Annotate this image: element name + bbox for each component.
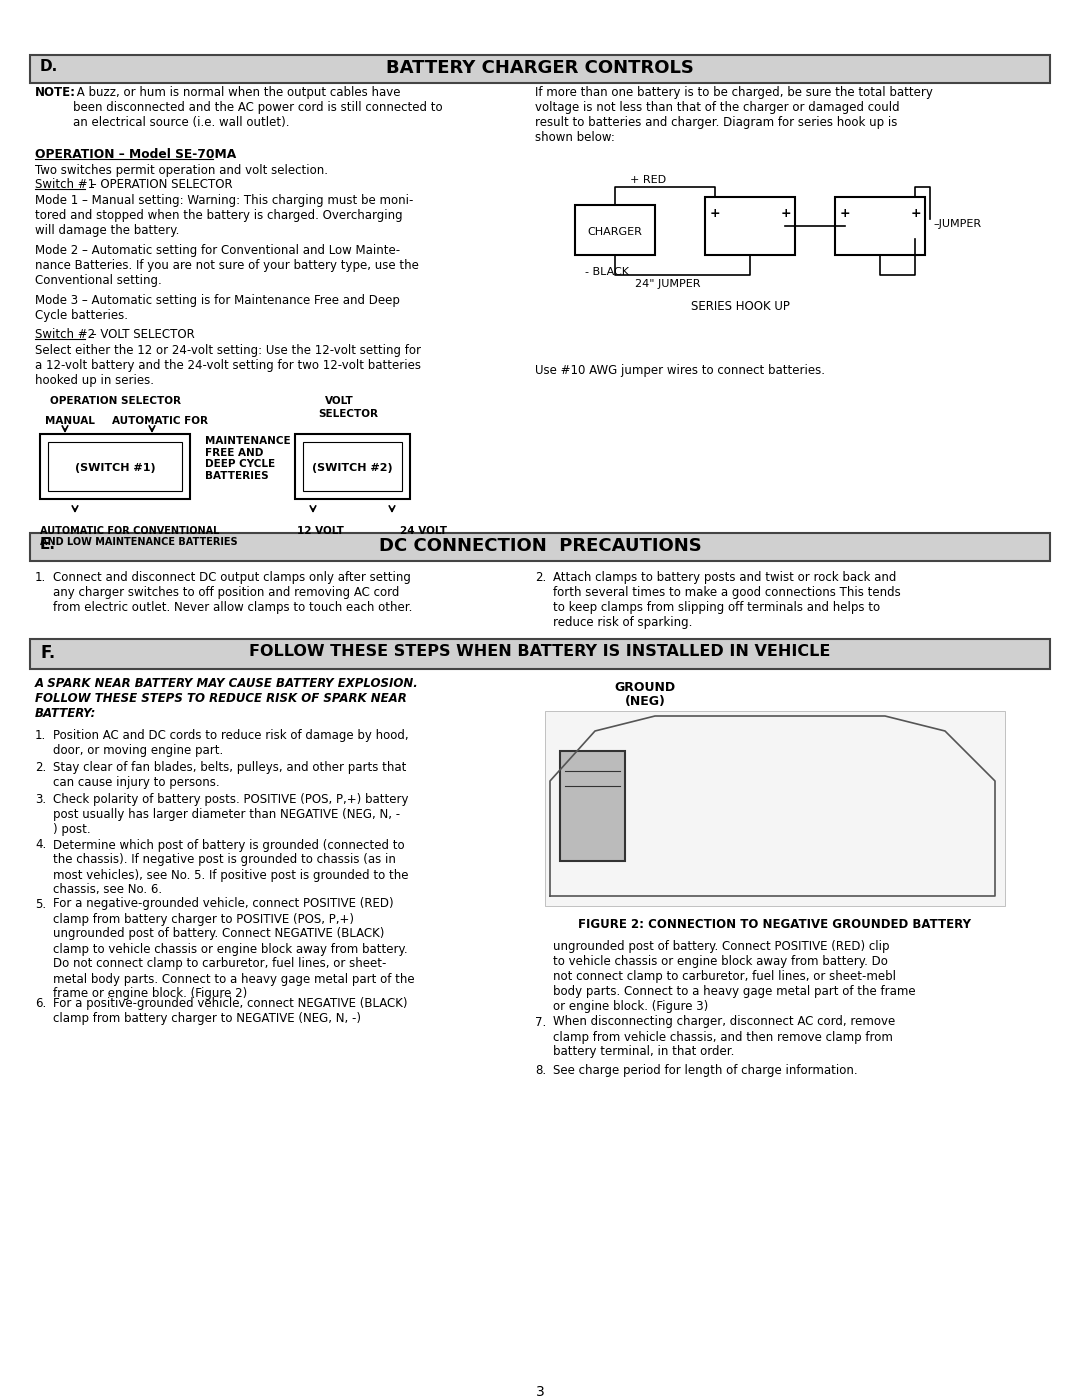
Bar	[30, 534, 1050, 562]
Bar	[48, 441, 183, 490]
Bar	[30, 54, 1050, 82]
Text: When disconnecting charger, disconnect AC cord, remove
clamp from vehicle chassi: When disconnecting charger, disconnect A…	[553, 1016, 895, 1059]
Text: For a positive-grounded vehicle, connect NEGATIVE (BLACK)
clamp from battery cha: For a positive-grounded vehicle, connect…	[53, 997, 407, 1025]
Text: NOTE:: NOTE:	[35, 87, 76, 99]
Text: 3: 3	[536, 1384, 544, 1397]
Text: – VOLT SELECTOR: – VOLT SELECTOR	[87, 328, 194, 341]
Text: 4.: 4.	[35, 838, 46, 852]
Text: 3.: 3.	[35, 793, 46, 806]
Text: A buzz, or hum is normal when the output cables have
been disconnected and the A: A buzz, or hum is normal when the output…	[73, 87, 443, 129]
Text: Position AC and DC cords to reduce risk of damage by hood,
door, or moving engin: Position AC and DC cords to reduce risk …	[53, 729, 408, 757]
Text: OPERATION – Model SE-70MA: OPERATION – Model SE-70MA	[35, 148, 237, 161]
Text: 1.: 1.	[35, 729, 46, 742]
Text: Stay clear of fan blades, belts, pulleys, and other parts that
can cause injury : Stay clear of fan blades, belts, pulleys…	[53, 761, 406, 789]
Text: Mode 1 – Manual setting: Warning: This charging must be moni-
tored and stopped : Mode 1 – Manual setting: Warning: This c…	[35, 194, 414, 237]
Text: 12 VOLT: 12 VOLT	[297, 527, 343, 536]
Text: +: +	[840, 207, 851, 219]
Bar	[561, 752, 625, 861]
Text: If more than one battery is to be charged, be sure the total battery
voltage is : If more than one battery is to be charge…	[535, 87, 933, 144]
Text: FOLLOW THESE STEPS WHEN BATTERY IS INSTALLED IN VEHICLE: FOLLOW THESE STEPS WHEN BATTERY IS INSTA…	[249, 644, 831, 659]
Text: 1.: 1.	[35, 571, 46, 584]
Text: Mode 2 – Automatic setting for Conventional and Low Mainte-
nance Batteries. If : Mode 2 – Automatic setting for Conventio…	[35, 244, 419, 286]
Text: (SWITCH #1): (SWITCH #1)	[75, 462, 156, 474]
Bar	[295, 434, 410, 499]
Text: Two switches permit operation and volt selection.: Two switches permit operation and volt s…	[35, 163, 328, 177]
Text: Mode 3 – Automatic setting is for Maintenance Free and Deep
Cycle batteries.: Mode 3 – Automatic setting is for Mainte…	[35, 293, 400, 321]
Text: GROUND: GROUND	[615, 680, 676, 694]
Text: ungrounded post of battery. Connect POSITIVE (RED) clip
to vehicle chassis or en: ungrounded post of battery. Connect POSI…	[553, 940, 916, 1013]
Text: 8.: 8.	[535, 1065, 546, 1077]
Text: DC CONNECTION  PRECAUTIONS: DC CONNECTION PRECAUTIONS	[379, 536, 701, 555]
Text: BATTERY CHARGER CONTROLS: BATTERY CHARGER CONTROLS	[386, 59, 694, 77]
Bar	[705, 197, 795, 256]
Text: For a negative-grounded vehicle, connect POSITIVE (RED)
clamp from battery charg: For a negative-grounded vehicle, connect…	[53, 897, 415, 1000]
Text: Select either the 12 or 24-volt setting: Use the 12-volt setting for
a 12-volt b: Select either the 12 or 24-volt setting:…	[35, 344, 421, 387]
Text: MAINTENANCE
FREE AND
DEEP CYCLE
BATTERIES: MAINTENANCE FREE AND DEEP CYCLE BATTERIE…	[205, 436, 291, 481]
Text: – OPERATION SELECTOR: – OPERATION SELECTOR	[87, 177, 232, 191]
Text: F.: F.	[40, 644, 55, 662]
Text: Connect and disconnect DC output clamps only after setting
any charger switches : Connect and disconnect DC output clamps …	[53, 571, 413, 615]
Text: Switch #1: Switch #1	[35, 177, 95, 191]
Bar	[835, 197, 924, 256]
Text: CHARGER: CHARGER	[588, 226, 643, 237]
Bar	[30, 638, 1050, 669]
Bar	[545, 711, 1005, 907]
Text: + RED: + RED	[630, 175, 666, 184]
Text: AUTOMATIC FOR CONVENTIONAL: AUTOMATIC FOR CONVENTIONAL	[40, 527, 219, 536]
Text: +: +	[912, 207, 921, 219]
Text: VOLT: VOLT	[325, 395, 354, 407]
Text: +: +	[781, 207, 792, 219]
Text: Switch #2: Switch #2	[35, 328, 95, 341]
Text: 2.: 2.	[535, 571, 546, 584]
Text: Use #10 AWG jumper wires to connect batteries.: Use #10 AWG jumper wires to connect batt…	[535, 365, 825, 377]
Text: 24 VOLT: 24 VOLT	[400, 527, 447, 536]
Text: –JUMPER: –JUMPER	[933, 219, 981, 229]
Text: SERIES HOOK UP: SERIES HOOK UP	[690, 300, 789, 313]
Bar	[303, 441, 402, 490]
Bar	[40, 434, 190, 499]
Text: 2.: 2.	[35, 761, 46, 774]
Bar	[575, 205, 654, 256]
Text: Attach clamps to battery posts and twist or rock back and
forth several times to: Attach clamps to battery posts and twist…	[553, 571, 901, 629]
Text: See charge period for length of charge information.: See charge period for length of charge i…	[553, 1065, 858, 1077]
Text: 5.: 5.	[35, 897, 46, 911]
Text: AUTOMATIC FOR: AUTOMATIC FOR	[112, 416, 208, 426]
Text: 7.: 7.	[535, 1016, 546, 1028]
Text: (SWITCH #2): (SWITCH #2)	[312, 462, 392, 474]
Text: OPERATION SELECTOR: OPERATION SELECTOR	[50, 395, 181, 407]
Text: (NEG): (NEG)	[624, 694, 665, 708]
Text: AND LOW MAINTENANCE BATTERIES: AND LOW MAINTENANCE BATTERIES	[40, 536, 238, 548]
Text: D.: D.	[40, 59, 58, 74]
Text: E.: E.	[40, 536, 56, 552]
Text: FIGURE 2: CONNECTION TO NEGATIVE GROUNDED BATTERY: FIGURE 2: CONNECTION TO NEGATIVE GROUNDE…	[579, 918, 972, 930]
Text: - BLACK: - BLACK	[585, 267, 629, 277]
Text: MANUAL: MANUAL	[45, 416, 95, 426]
Text: Determine which post of battery is grounded (connected to
the chassis). If negat: Determine which post of battery is groun…	[53, 838, 408, 897]
Text: 6.: 6.	[35, 997, 46, 1010]
Text: 24" JUMPER: 24" JUMPER	[635, 279, 701, 289]
Text: A SPARK NEAR BATTERY MAY CAUSE BATTERY EXPLOSION.
FOLLOW THESE STEPS TO REDUCE R: A SPARK NEAR BATTERY MAY CAUSE BATTERY E…	[35, 678, 419, 719]
Text: Check polarity of battery posts. POSITIVE (POS, P,+) battery
post usually has la: Check polarity of battery posts. POSITIV…	[53, 793, 408, 835]
Text: SELECTOR: SELECTOR	[318, 409, 378, 419]
Text: +: +	[710, 207, 720, 219]
